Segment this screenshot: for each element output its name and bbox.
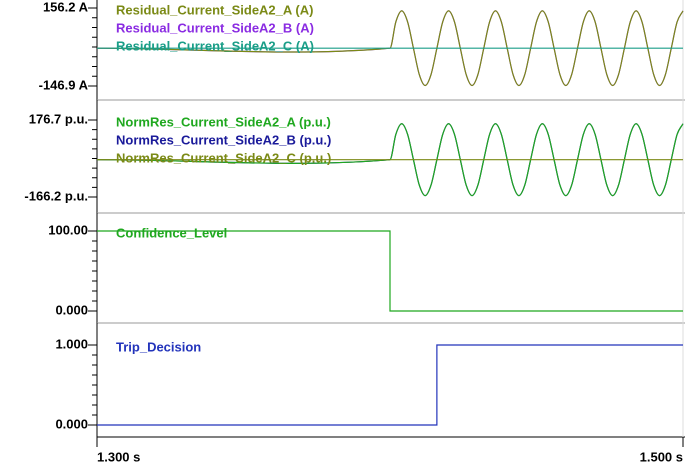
legend-entry: NormRes_Current_SideA2_A (p.u.) <box>116 114 331 129</box>
legend-entry: NormRes_Current_SideA2_B (p.u.) <box>116 132 331 147</box>
legend-entry: NormRes_Current_SideA2_C (p.u.) <box>116 150 331 165</box>
y-tick-label: -146.9 A <box>39 77 89 92</box>
y-tick-label: 156.2 A <box>43 0 89 14</box>
y-tick-label: 0.000 <box>55 302 88 317</box>
x-tick-label: 1.300 s <box>97 449 140 463</box>
legend-entry: Confidence_Level <box>116 225 227 240</box>
y-tick-label: 0.000 <box>55 416 88 431</box>
y-tick-label: 1.000 <box>55 336 88 351</box>
y-tick-label: 100.00 <box>48 222 88 237</box>
legend-entry: Trip_Decision <box>116 339 201 354</box>
legend-entry: Residual_Current_SideA2_B (A) <box>116 20 314 35</box>
series-line <box>97 344 683 426</box>
legend-entry: Residual_Current_SideA2_C (A) <box>116 38 314 53</box>
y-tick-label: -166.2 p.u. <box>24 188 88 203</box>
x-tick-label: 1.500 s <box>640 449 683 463</box>
y-tick-label: 176.7 p.u. <box>29 111 88 126</box>
series-line <box>97 230 683 312</box>
legend-entry: Residual_Current_SideA2_A (A) <box>116 2 313 17</box>
